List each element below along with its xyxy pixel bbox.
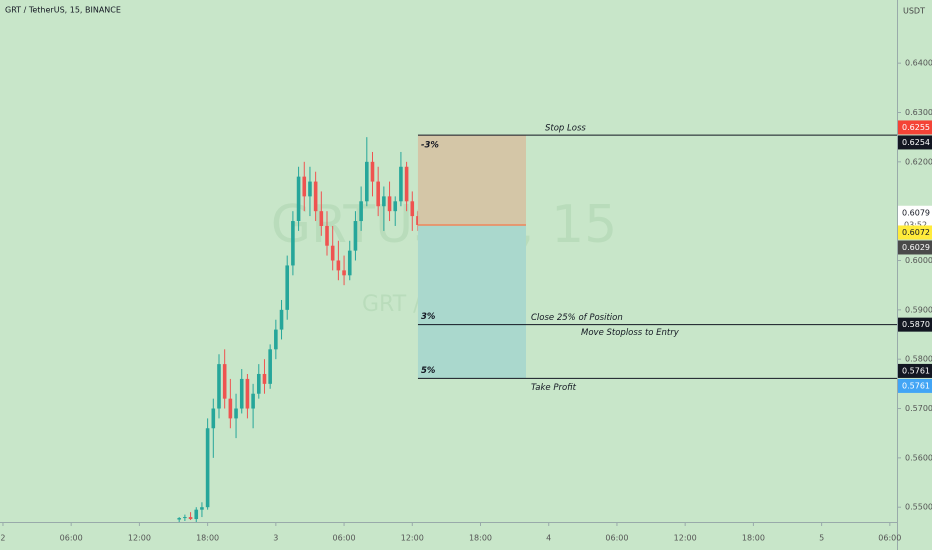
candle-body [325,225,329,246]
x-tick-label: 12:00 [128,534,151,543]
x-tick-label: 4 [546,534,551,543]
y-tick-label: 0.5800 [905,355,932,364]
candle-body [313,181,318,212]
x-tick-label: 12:00 [401,534,424,543]
price-badge [898,378,932,393]
y-tick-label: 0.5700 [905,404,932,413]
candle-body [342,270,346,276]
y-tick-label: 0.5900 [905,305,932,314]
x-tick-label: 3 [273,534,278,543]
candle-body [359,201,363,222]
x-tick-label: 5 [819,534,824,543]
level-text: Move Stoploss to Entry [581,328,680,338]
candle-body [382,196,386,207]
level-text: Take Profit [531,383,577,393]
price-badge-label: 0.5870 [902,320,930,329]
candle-body [228,398,233,419]
candle-body [302,176,307,197]
level-percent: 3% [421,312,436,322]
candle-body [234,408,238,419]
price-badge-label: 0.5761 [902,366,930,375]
candle-body [239,378,244,409]
candle-body [245,378,250,409]
price-badge-label: 0.6072 [902,228,930,237]
x-tick-label: 18:00 [196,534,219,543]
x-tick-label: 06:00 [605,534,628,543]
x-tick-label: 06:00 [333,534,356,543]
candle-body [279,309,284,330]
target-zone [417,224,526,379]
candle-body [393,201,398,212]
candle-body [330,245,335,261]
price-badge-label: 0.6079 [902,208,930,217]
price-badge [898,135,932,150]
candle-body [268,349,272,384]
price-badge [898,363,932,378]
price-badge-label: 0.6255 [902,123,930,132]
candle-body [404,166,409,202]
candle-body [296,176,301,222]
candle-body [251,393,255,409]
x-tick-label: 2 [0,534,5,543]
stop-zone [417,135,526,225]
price-badge [898,120,932,135]
candle-body [376,181,380,207]
candle-body [285,265,290,310]
candle-body [291,221,295,266]
price-badge-label: 0.6029 [902,243,930,252]
candle-body [365,161,369,202]
level-text: Stop Loss [545,124,586,134]
price-badge-label: 0.5761 [902,381,930,390]
candle-body [274,329,278,350]
candle-body [416,216,420,225]
level-text: Close 25% of Position [531,313,623,323]
x-tick-label: 12:00 [674,534,697,543]
candle-body [217,364,221,409]
price-badge [898,240,932,255]
candle-body [205,428,210,508]
price-badge-label: 0.6254 [902,138,930,147]
candle-body [399,166,403,202]
candle-body [308,181,312,197]
candle-body [256,373,261,394]
x-tick-label: 18:00 [469,534,492,543]
candle-body [194,509,199,520]
x-tick-label: 06:00 [878,534,901,543]
candle-body [370,161,375,182]
y-tick-label: 0.6200 [905,157,932,166]
y-tick-label: 0.6400 [905,59,932,68]
candle-body [410,201,415,217]
candle-body [222,364,227,399]
price-badge [898,225,932,240]
candle-body [183,517,187,519]
y-tick-label: 0.6300 [905,108,932,117]
candle-body [177,518,181,520]
candle-body [319,211,324,226]
target-percent: 5% [421,366,436,376]
y-tick-label: 0.5600 [905,453,932,462]
chart-title: GRT / TetherUS, 15, BINANCE [5,6,121,15]
y-tick-label: 0.5500 [905,503,932,512]
candle-body [336,260,341,271]
x-tick-label: 06:00 [60,534,83,543]
candle-body [347,250,352,276]
candle-body [211,408,216,429]
candle-body [353,221,358,251]
price-unit: USDT [903,7,925,16]
price-badge [898,317,932,332]
candle-body [262,373,267,384]
countdown: 03:52 [904,220,927,229]
candle-body [387,196,392,212]
stop-percent: -3% [421,141,439,151]
candle-body [188,517,193,520]
candle-body [200,507,204,510]
x-tick-label: 18:00 [742,534,765,543]
y-tick-label: 0.6000 [905,256,932,265]
